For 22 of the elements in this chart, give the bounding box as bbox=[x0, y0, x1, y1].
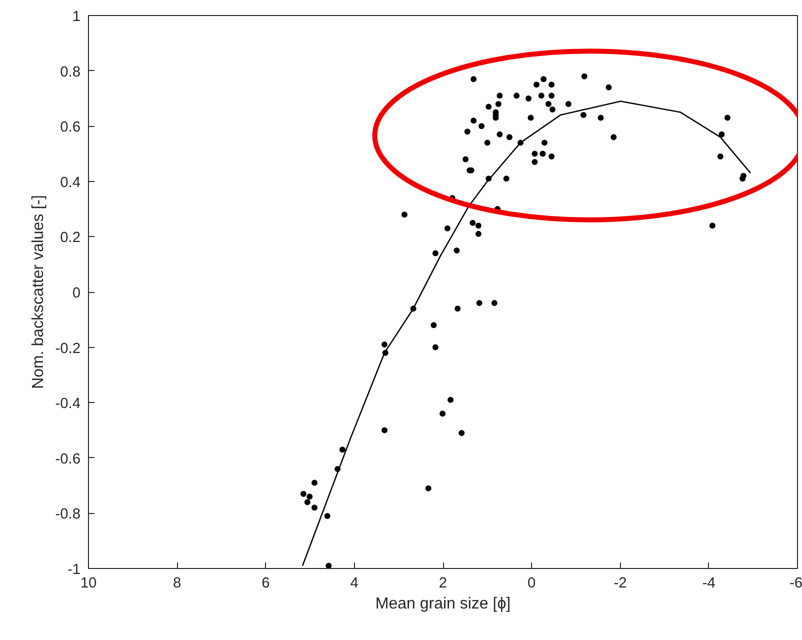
y-tick-label: 0.6 bbox=[60, 120, 80, 136]
x-tick-label: 4 bbox=[350, 576, 358, 592]
x-tick-label: -6 bbox=[789, 576, 802, 592]
y-tick-label: -0.8 bbox=[55, 506, 81, 523]
y-tick-label: -0.4 bbox=[55, 396, 81, 412]
x-tick-label: 8 bbox=[173, 576, 182, 592]
x-tick-label: 10 bbox=[80, 576, 97, 592]
y-axis-title: Nom. backscatter values [-] bbox=[30, 195, 48, 389]
y-tick-label: 0 bbox=[72, 286, 81, 302]
x-tick-label: 2 bbox=[438, 576, 448, 592]
x-tick-label: -2 bbox=[614, 576, 627, 592]
y-tick-label: -1 bbox=[67, 562, 81, 578]
x-tick-label: -4 bbox=[702, 576, 716, 592]
y-tick-label: -0.6 bbox=[55, 451, 81, 468]
x-tick-label: 6 bbox=[262, 576, 270, 592]
x-axis-title: Mean grain size [ϕ] bbox=[375, 596, 511, 612]
y-tick-label: 0.2 bbox=[60, 230, 80, 246]
x-tick-label: 0 bbox=[528, 576, 536, 592]
y-tick-label: 0.4 bbox=[60, 174, 80, 191]
y-tick-label: -0.2 bbox=[55, 340, 81, 357]
y-tick-label: 0.8 bbox=[60, 64, 80, 80]
y-tick-label: 1 bbox=[72, 9, 81, 25]
